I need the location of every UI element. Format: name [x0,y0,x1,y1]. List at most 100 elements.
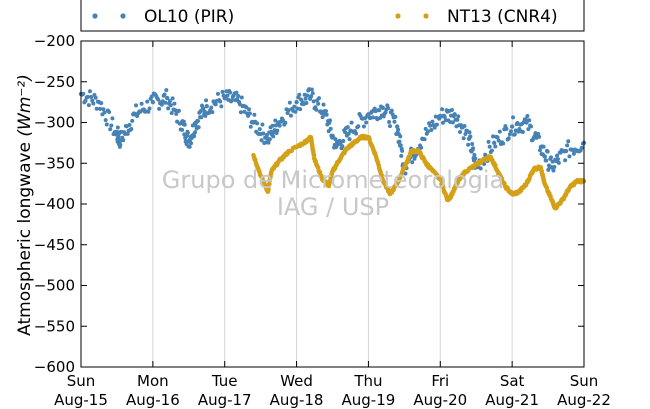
data-point [308,94,314,99]
data-point [101,107,106,112]
data-point [292,104,297,109]
legend-marker-ol10-b [120,13,126,19]
data-point [104,122,109,127]
data-point [438,177,444,183]
data-point [147,106,152,111]
data-point [294,99,299,105]
data-point [271,134,276,139]
data-point [103,118,108,123]
y-tick-label: −200 [34,32,75,50]
data-point [81,91,86,96]
data-point [383,110,388,115]
data-point [201,106,206,111]
data-point [545,149,550,154]
x-tick-label-date: Aug-18 [270,391,324,409]
data-point [511,115,516,120]
data-point [118,142,123,147]
legend-marker-nt13-a [395,13,401,19]
data-point [370,115,375,120]
series-layer [78,87,587,211]
data-point [410,160,415,165]
x-tick-label-date: Aug-20 [413,391,467,409]
data-point [202,109,207,114]
data-point [220,89,225,94]
series-nt13 [251,133,587,211]
data-point [440,120,445,125]
watermark-line-2: IAG / USP [277,193,389,221]
data-point [425,129,430,134]
data-point [392,119,397,124]
data-point [286,108,291,113]
legend-label-nt13: NT13 (CNR4) [447,7,558,27]
x-tick-label-date: Aug-21 [485,391,539,409]
data-point [504,126,509,131]
data-point [192,134,197,139]
data-point [495,135,500,140]
data-point [346,131,351,136]
data-point [387,119,392,124]
x-tick-label-day: Fri [431,372,449,390]
data-point [110,116,115,121]
data-point [170,96,175,101]
data-point [520,129,525,134]
data-point [356,124,361,129]
data-point [347,137,352,142]
data-point [164,88,169,93]
x-tick-label-day: Tue [211,372,238,390]
data-point [130,118,135,123]
data-point [162,92,167,97]
data-point [470,142,475,147]
x-tick-label-day: Wed [280,372,313,390]
data-point [563,148,569,154]
legend-marker-ol10-a [92,13,98,19]
data-point [185,130,190,135]
x-axis-ticks: SunAug-15MonAug-16TueAug-17WedAug-18ThuA… [54,41,611,409]
data-point [468,134,473,139]
data-point [83,98,88,103]
data-point [165,95,170,101]
data-point [99,101,104,106]
data-point [259,138,264,143]
data-point [89,94,94,99]
x-tick-label-day: Sun [67,372,96,390]
data-point [304,101,309,106]
legend: OL10 (PIR) NT13 (CNR4) [80,0,585,32]
data-point [108,127,113,132]
data-point [288,113,293,118]
data-point [239,95,244,100]
data-point [267,137,272,142]
data-point [182,122,187,127]
y-tick-label: −250 [34,73,75,91]
data-point [163,100,168,105]
data-point [323,109,328,114]
data-point [462,124,467,129]
data-point [387,124,392,129]
data-point [310,91,315,96]
data-point [393,114,398,119]
data-point [317,96,322,101]
data-point [471,146,476,151]
data-point [261,131,266,136]
data-point [156,97,161,102]
data-point [463,131,468,136]
data-point [305,93,310,98]
data-point [458,129,463,134]
data-point [311,99,316,104]
data-point [193,130,198,135]
data-point [320,115,325,120]
data-point [579,145,584,150]
data-point [537,148,542,153]
data-point [297,92,302,97]
x-tick-label-date: Aug-22 [557,391,611,409]
data-point [537,134,542,139]
data-point [509,124,515,129]
data-point [248,124,253,129]
x-tick-label-day: Mon [137,372,169,390]
x-tick-label-date: Aug-17 [198,391,252,409]
data-point [159,102,164,107]
y-tick-label: −450 [34,236,75,254]
data-point [491,134,496,139]
data-point [196,125,201,130]
x-tick-label-date: Aug-19 [342,391,396,409]
data-point [175,119,180,124]
